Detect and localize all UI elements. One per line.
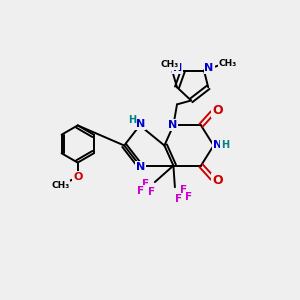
Text: CH₃: CH₃ <box>161 60 179 69</box>
Text: H: H <box>128 115 136 125</box>
Text: H: H <box>221 140 229 150</box>
Text: F: F <box>180 185 188 195</box>
Text: CH₃: CH₃ <box>219 59 237 68</box>
Text: F: F <box>185 192 192 203</box>
Text: F: F <box>148 187 155 197</box>
Text: CH₃: CH₃ <box>51 181 69 190</box>
Text: N: N <box>213 140 222 150</box>
Text: N: N <box>136 119 145 129</box>
Text: N: N <box>168 120 177 130</box>
Text: F: F <box>142 178 149 189</box>
Text: O: O <box>73 172 82 182</box>
Text: N: N <box>173 63 182 74</box>
Text: F: F <box>137 185 144 196</box>
Text: N: N <box>205 63 214 74</box>
Text: O: O <box>212 174 223 187</box>
Text: N: N <box>136 162 145 172</box>
Text: O: O <box>212 104 223 117</box>
Text: F: F <box>175 194 182 204</box>
